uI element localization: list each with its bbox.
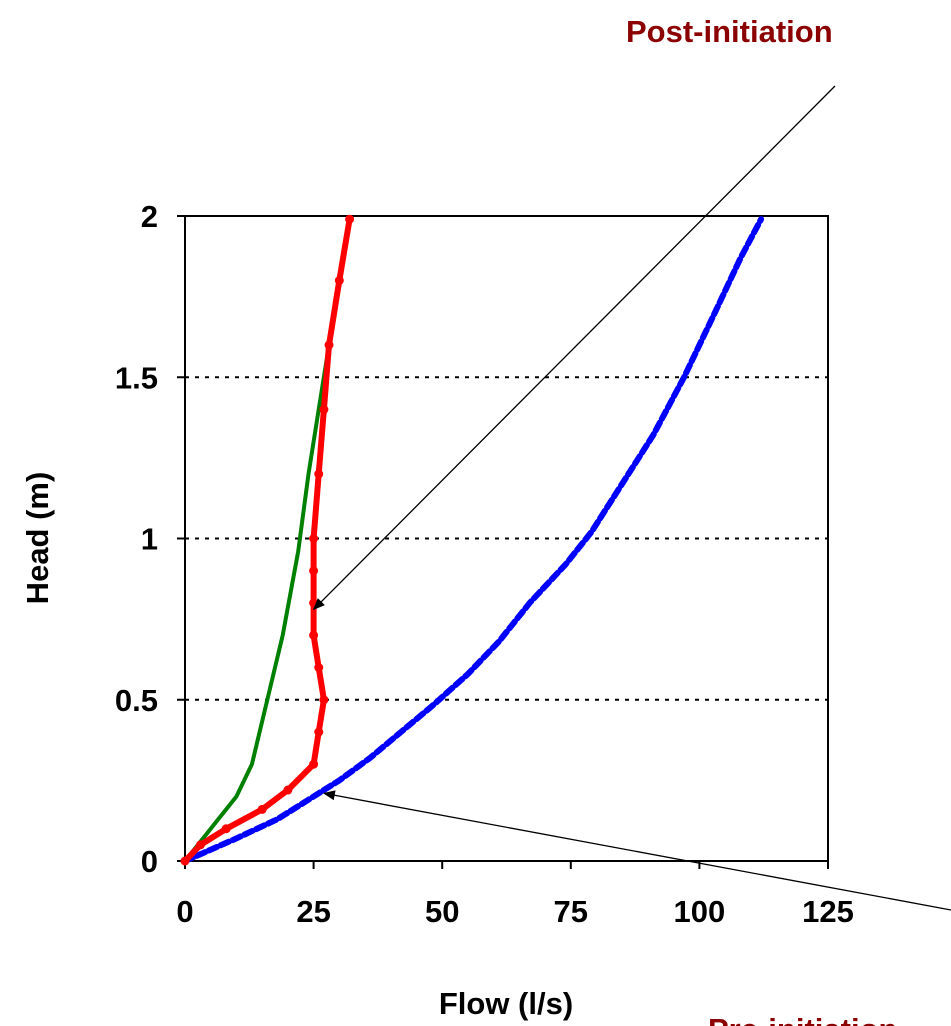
series-2-marker-13 xyxy=(314,469,324,479)
gridlines xyxy=(185,215,828,701)
y-tick-label-1: 0.5 xyxy=(115,683,158,718)
x-axis-label: Flow (l/s) xyxy=(439,986,573,1021)
series-2-marker-1 xyxy=(195,840,205,850)
x-tick-label-5: 125 xyxy=(802,894,854,929)
x-tick-label-0: 0 xyxy=(176,894,193,929)
annotations: Post-initiation Pre-initiation xyxy=(312,14,951,1026)
series-2-marker-2 xyxy=(221,824,231,834)
series-line-2 xyxy=(182,216,353,864)
series-2-marker-7 xyxy=(319,695,329,705)
series-2-marker-4 xyxy=(283,785,293,795)
y-tick-label-3: 1.5 xyxy=(115,360,158,395)
series-2-marker-15 xyxy=(324,340,334,350)
series-2-marker-0 xyxy=(180,856,190,866)
annotation-arrow-0 xyxy=(312,85,836,611)
series-2-marker-17 xyxy=(345,214,355,224)
series-2-marker-5 xyxy=(309,759,319,769)
x-tick-label-4: 100 xyxy=(674,894,726,929)
y-tick-label-4: 2 xyxy=(141,199,158,234)
series-2-marker-11 xyxy=(309,566,319,576)
series-2-marker-14 xyxy=(319,405,329,414)
annotation-label-0: Post-initiation xyxy=(626,14,833,49)
y-tick-label-0: 0 xyxy=(141,844,158,879)
series-line-0 xyxy=(182,216,765,864)
x-tick-label-3: 75 xyxy=(554,894,588,929)
series-2-marker-6 xyxy=(314,727,324,737)
series-2-marker-12 xyxy=(309,534,319,543)
y-axis-label: Head (m) xyxy=(20,472,55,605)
x-tick-label-2: 50 xyxy=(425,894,459,929)
annotation-arrow-1 xyxy=(322,790,951,911)
axis-ticks: 0 25 50 75 100 125 0 0.5 1 1.5 2 xyxy=(115,199,854,929)
series-2-marker-3 xyxy=(257,804,267,814)
series-2-marker-16 xyxy=(334,276,344,285)
series-2-marker-9 xyxy=(309,630,319,640)
series-2-marker-8 xyxy=(314,663,324,672)
y-tick-label-2: 1 xyxy=(141,522,158,557)
x-tick-label-1: 25 xyxy=(296,894,330,929)
annotation-label-1: Pre-initiation xyxy=(708,1012,897,1026)
data-series xyxy=(180,214,765,866)
series-line-1 xyxy=(183,217,352,863)
